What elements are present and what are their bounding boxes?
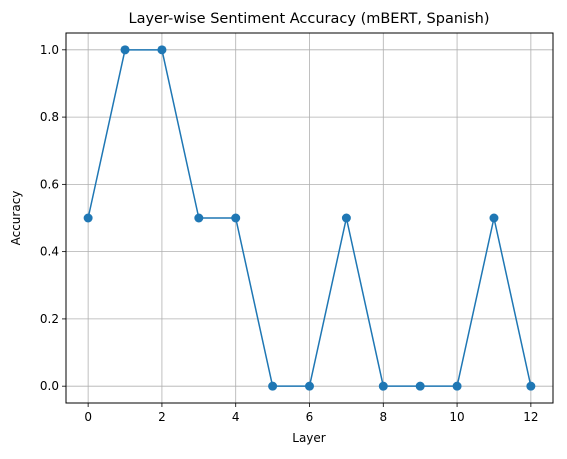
data-point <box>341 213 351 223</box>
data-point <box>120 45 130 55</box>
x-tick-label: 8 <box>379 410 387 424</box>
data-point <box>526 381 536 391</box>
data-point <box>415 381 425 391</box>
data-point <box>194 213 204 223</box>
x-tick-label: 4 <box>232 410 240 424</box>
y-tick-label: 0.4 <box>40 245 59 259</box>
data-point <box>489 213 499 223</box>
x-tick-label: 0 <box>84 410 92 424</box>
grid-lines <box>66 33 553 403</box>
axis-ticks: 0 2 4 6 8 10 12 0.0 0.2 0.4 0.6 0.8 1.0 <box>40 43 539 424</box>
y-axis-label: Accuracy <box>9 191 23 246</box>
x-axis-label: Layer <box>292 431 326 445</box>
data-point <box>452 381 462 391</box>
x-tick-label: 12 <box>523 410 538 424</box>
y-tick-label: 0.2 <box>40 312 59 326</box>
data-point <box>157 45 167 55</box>
x-tick-label: 6 <box>306 410 314 424</box>
series-layer <box>83 45 536 391</box>
data-point <box>83 213 93 223</box>
data-point <box>231 213 241 223</box>
chart-title: Layer-wise Sentiment Accuracy (mBERT, Sp… <box>129 11 490 27</box>
data-point <box>305 381 314 391</box>
y-tick-label: 1.0 <box>40 43 59 57</box>
y-tick-label: 0.0 <box>40 379 59 393</box>
x-tick-label: 10 <box>449 410 464 424</box>
y-tick-label: 0.8 <box>40 110 59 124</box>
y-tick-label: 0.6 <box>40 177 59 191</box>
data-point <box>268 381 278 391</box>
data-point <box>378 381 388 391</box>
x-tick-label: 2 <box>158 410 166 424</box>
